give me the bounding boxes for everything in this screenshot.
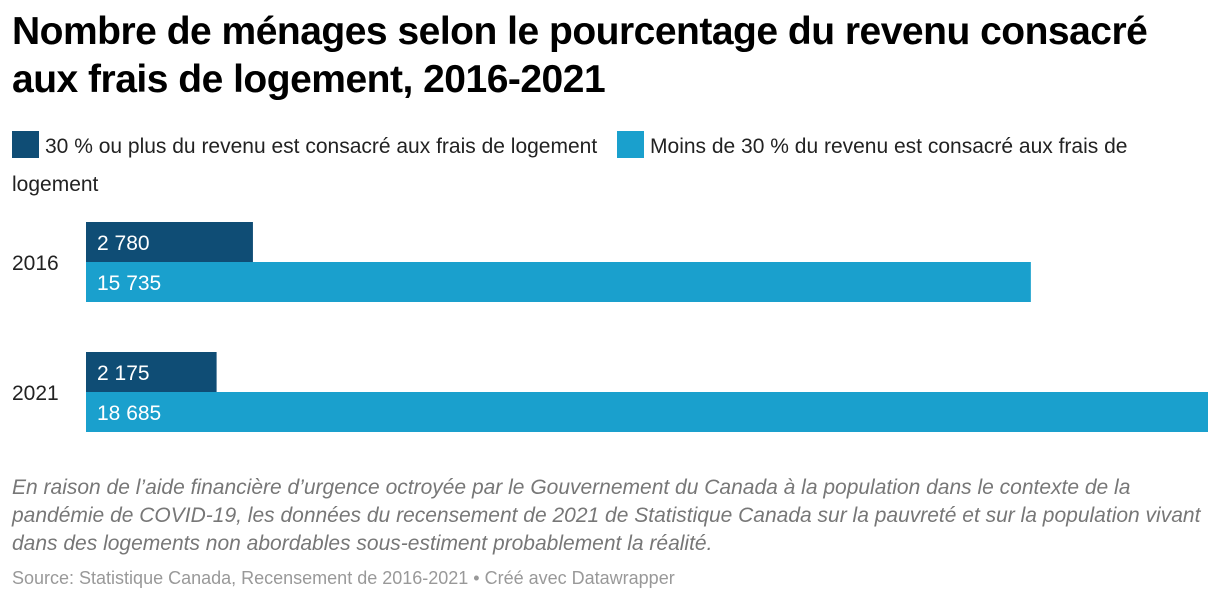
bar-2016-series-0 (86, 222, 253, 262)
legend-item-under-30: Moins de 30 % du revenu est consacré aux… (12, 131, 1128, 196)
bar-2021-series-1 (86, 392, 1208, 432)
bar-2016-series-1 (86, 262, 1031, 302)
chart-source: Source: Statistique Canada, Recensement … (12, 568, 675, 588)
chart-notes: En raison de l’aide financière d’urgence… (12, 476, 1201, 555)
legend-item-30-plus: 30 % ou plus du revenu est consacré aux … (12, 131, 603, 158)
legend-label: 30 % ou plus du revenu est consacré aux … (45, 135, 598, 158)
data-label: 2 780 (97, 232, 150, 255)
chart-legend: 30 % ou plus du revenu est consacré aux … (12, 128, 1202, 204)
legend-label: Moins de 30 % du revenu est consacré aux… (12, 135, 1128, 196)
category-label: 2021 (12, 382, 59, 405)
chart-title: Nombre de ménages selon le pourcentage d… (12, 10, 1148, 101)
data-label: 15 735 (97, 272, 161, 295)
data-label: 18 685 (97, 402, 161, 425)
legend-swatch-dark (12, 131, 39, 158)
bar-2021-series-0 (86, 352, 217, 392)
legend-swatch-light (617, 131, 645, 158)
bar-chart: 2016 2 780 15 735 2021 2 175 18 685 (12, 222, 1208, 432)
data-label: 2 175 (97, 362, 150, 385)
category-label: 2016 (12, 252, 59, 275)
